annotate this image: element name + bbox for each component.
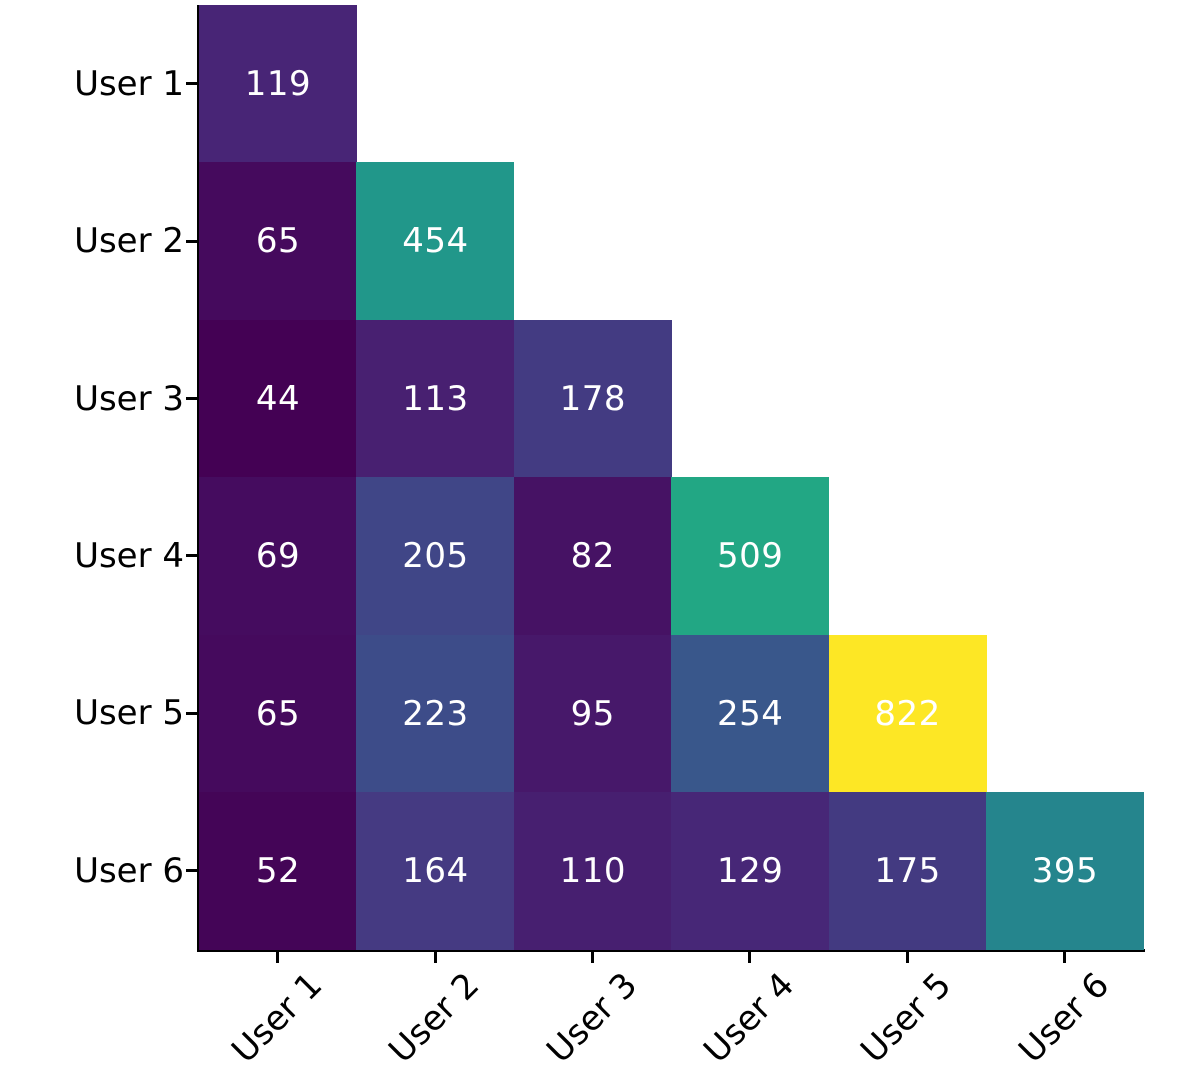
x-tick-mark <box>433 952 437 964</box>
y-tick-mark <box>186 239 197 243</box>
heatmap-cell: 65 <box>199 634 357 793</box>
heatmap-cell: 113 <box>356 319 515 478</box>
y-axis-tick-label: User 6 <box>74 850 184 891</box>
heatmap-cell: 509 <box>671 477 830 636</box>
cell-value: 395 <box>1031 851 1099 891</box>
y-tick-mark <box>186 711 197 715</box>
heatmap-cell: 95 <box>513 634 672 793</box>
cell-value: 822 <box>874 693 941 734</box>
cell-value: 175 <box>874 851 941 891</box>
heatmap-cell: 65 <box>199 162 357 321</box>
heatmap-cell: 52 <box>199 792 357 950</box>
cell-value: 223 <box>402 693 469 734</box>
y-axis-tick-label: User 1 <box>74 63 184 104</box>
heatmap-cell: 44 <box>199 319 357 478</box>
x-tick-mark <box>276 952 280 964</box>
heatmap-cell: 454 <box>356 162 515 321</box>
heatmap-cell: 254 <box>671 634 830 793</box>
cell-value: 82 <box>570 536 615 577</box>
x-tick-mark <box>748 952 752 964</box>
heatmap-cell: 178 <box>513 319 672 478</box>
x-axis-spine <box>197 949 1146 953</box>
y-axis-tick-label: User 3 <box>74 378 184 419</box>
y-axis-tick-label: User 2 <box>74 221 184 262</box>
x-tick-mark <box>1063 952 1067 964</box>
cell-value: 65 <box>255 693 301 734</box>
y-tick-mark <box>186 554 197 558</box>
heatmap-cell: 223 <box>356 634 515 793</box>
y-axis-tick-label: User 4 <box>74 535 184 576</box>
heatmap-cell: 164 <box>356 792 515 950</box>
x-tick-mark <box>591 952 594 964</box>
y-tick-mark <box>186 82 197 86</box>
heatmap-cell: 175 <box>828 792 987 950</box>
heatmap-cell: 110 <box>513 792 672 950</box>
cell-value: 509 <box>716 536 784 577</box>
cell-value: 65 <box>255 221 301 262</box>
cell-value: 205 <box>402 536 469 577</box>
y-axis-tick-label: User 5 <box>74 693 184 734</box>
cell-value: 52 <box>255 851 301 891</box>
y-tick-mark <box>186 869 197 873</box>
heatmap-cell: 82 <box>513 477 672 636</box>
heatmap-cell: 822 <box>828 634 987 793</box>
heatmap-cell: 395 <box>986 792 1144 950</box>
cell-value: 119 <box>244 64 312 104</box>
x-tick-mark <box>905 952 909 964</box>
cell-value: 129 <box>716 851 784 891</box>
cell-value: 254 <box>716 693 784 734</box>
cell-value: 110 <box>559 851 626 891</box>
cell-value: 95 <box>570 693 615 734</box>
cell-value: 164 <box>402 851 469 891</box>
heatmap-cell: 69 <box>199 477 357 636</box>
heatmap-cell: 119 <box>199 5 357 163</box>
cell-value: 113 <box>402 378 469 419</box>
cell-value: 178 <box>559 378 626 419</box>
heatmap-cell: 205 <box>356 477 515 636</box>
heatmap-cell: 129 <box>671 792 830 950</box>
cell-value: 69 <box>255 536 301 577</box>
cell-value: 454 <box>402 221 469 262</box>
cell-value: 44 <box>255 378 301 419</box>
y-axis-spine <box>197 5 199 953</box>
y-tick-mark <box>186 397 197 400</box>
x-axis-tick-label: User 6 <box>1010 965 1117 1067</box>
